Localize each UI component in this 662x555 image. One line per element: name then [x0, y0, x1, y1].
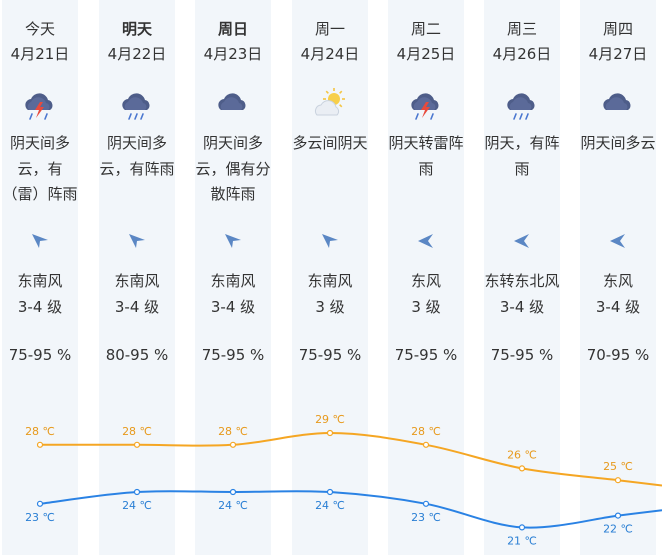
- date-label: 4月24日: [300, 45, 360, 63]
- date-label: 4月23日: [203, 45, 263, 63]
- weather-description: 阴天间多 云，有阵雨: [99, 134, 175, 178]
- east-arrow-icon: [512, 232, 532, 250]
- weather-description: 阴天间多 云，偶有分 散阵雨: [195, 134, 271, 203]
- day-label: 周三: [506, 20, 537, 38]
- southeast-arrow-icon: [223, 232, 243, 250]
- wind-level-label: 3-4 级: [114, 298, 160, 316]
- low-temp-point: [36, 500, 44, 507]
- day-label: 周四: [602, 20, 633, 38]
- day-label: 周日: [217, 20, 248, 38]
- humidity-label: 75-95 %: [201, 346, 265, 364]
- low-temp-point: [422, 500, 430, 507]
- high-temp-label: 26 ℃: [507, 448, 537, 461]
- rain-cloud-icon: [117, 88, 157, 122]
- low-temp-label: 21 ℃: [507, 534, 537, 547]
- high-temp-point: [133, 441, 141, 448]
- low-temp-point: [614, 512, 622, 519]
- high-temp-label: 25 ℃: [603, 460, 633, 473]
- wind-direction-label: 东转东北风: [484, 272, 560, 290]
- weather-description: 阴天间多云: [580, 134, 656, 152]
- thunder-rain-cloud-icon: [406, 88, 446, 122]
- weather-description: 多云间阴天: [292, 134, 368, 152]
- low-temp-label: 22 ℃: [603, 523, 633, 536]
- overcast-cloud-icon: [598, 88, 638, 122]
- humidity-label: 80-95 %: [105, 346, 169, 364]
- wind-direction-label: 东南风: [17, 272, 63, 290]
- day-column: 周一 4月24日多云间阴天东南风 3 级 75-95 %: [292, 0, 368, 555]
- day-label: 周一: [314, 20, 345, 38]
- date-label: 4月26日: [492, 45, 552, 63]
- low-temp-point: [133, 488, 141, 496]
- high-temp-point: [229, 441, 237, 448]
- overcast-cloud-icon: [213, 88, 253, 122]
- high-temp-label: 28 ℃: [25, 425, 55, 438]
- high-temp-label: 28 ℃: [411, 425, 441, 438]
- southeast-arrow-icon: [30, 232, 50, 250]
- wind-level-label: 3 级: [411, 298, 441, 316]
- wind-direction-label: 东风: [410, 272, 441, 290]
- weather-description: 阴天转雷阵雨: [388, 134, 464, 178]
- wind-level-label: 3 级: [315, 298, 345, 316]
- low-temp-label: 24 ℃: [315, 499, 345, 512]
- southeast-arrow-icon: [127, 232, 147, 250]
- low-temp-line: [39, 490, 662, 529]
- day-column: 周四 4月27日阴天间多云东风 3-4 级 70-95 %: [580, 0, 656, 555]
- low-temp-label: 23 ℃: [25, 511, 55, 524]
- partly-cloudy-sun-icon: [310, 88, 350, 122]
- humidity-label: 75-95 %: [8, 346, 72, 364]
- day-column: 明天 4月22日阴天间多 云，有阵雨东南风 3-4 级 80-95 %: [99, 0, 175, 555]
- weather-description: 阴天间多 云，有 （雷）阵雨: [2, 134, 78, 203]
- wind-direction-label: 东南风: [114, 272, 160, 290]
- high-temp-point: [518, 465, 526, 472]
- humidity-label: 75-95 %: [490, 346, 554, 364]
- day-label: 明天: [121, 20, 152, 38]
- humidity-label: 70-95 %: [586, 346, 650, 364]
- southeast-arrow-icon: [320, 232, 340, 250]
- weather-description: 阴天，有阵雨: [484, 134, 560, 178]
- wind-level-label: 3-4 级: [210, 298, 256, 316]
- low-temp-label: 24 ℃: [122, 499, 152, 512]
- high-temp-point: [326, 429, 334, 437]
- low-temp-point: [326, 488, 334, 496]
- day-column: 周日 4月23日阴天间多 云，偶有分 散阵雨东南风 3-4 级 75-95 %: [195, 0, 271, 555]
- date-label: 4月22日: [107, 45, 167, 63]
- wind-level-label: 3-4 级: [499, 298, 545, 316]
- date-label: 4月21日: [10, 45, 70, 63]
- date-label: 4月27日: [588, 45, 648, 63]
- day-column: 今天 4月21日阴天间多 云，有 （雷）阵雨东南风 3-4 级 75-95 %: [2, 0, 78, 555]
- high-temp-label: 28 ℃: [122, 425, 152, 438]
- day-column: 周二 4月25日阴天转雷阵雨东风 3 级 75-95 %: [388, 0, 464, 555]
- east-arrow-icon: [608, 232, 628, 250]
- high-temp-label: 29 ℃: [315, 413, 345, 426]
- wind-level-label: 3-4 级: [595, 298, 641, 316]
- high-temp-point: [422, 441, 430, 448]
- low-temp-point: [518, 524, 526, 531]
- day-label: 今天: [24, 20, 55, 38]
- low-temp-label: 24 ℃: [218, 499, 248, 512]
- rain-cloud-icon: [502, 88, 542, 122]
- wind-level-label: 3-4 级: [17, 298, 63, 316]
- wind-direction-label: 东风: [602, 272, 633, 290]
- low-temp-point: [229, 488, 237, 496]
- day-label: 周二: [410, 20, 441, 38]
- date-label: 4月25日: [396, 45, 456, 63]
- wind-direction-label: 东南风: [307, 272, 353, 290]
- low-temp-label: 23 ℃: [411, 511, 441, 524]
- high-temp-line: [40, 431, 662, 487]
- high-temp-point: [36, 441, 44, 448]
- humidity-label: 75-95 %: [394, 346, 458, 364]
- thunder-rain-cloud-icon: [20, 88, 60, 122]
- east-arrow-icon: [416, 232, 436, 250]
- humidity-label: 75-95 %: [298, 346, 362, 364]
- high-temp-point: [614, 477, 622, 484]
- high-temp-label: 28 ℃: [218, 425, 248, 438]
- wind-direction-label: 东南风: [210, 272, 256, 290]
